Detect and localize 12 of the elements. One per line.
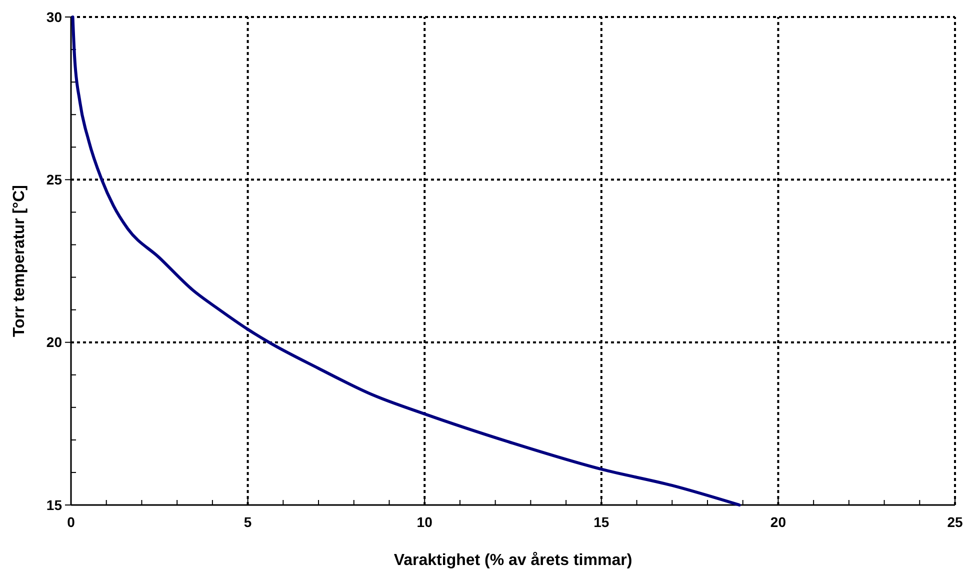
y-tick-label: 25 (46, 172, 62, 188)
y-axis-title: Torr temperatur [°C] (11, 185, 28, 337)
y-tick-label: 20 (46, 334, 62, 350)
x-tick-label: 0 (67, 514, 76, 530)
y-tick-label: 15 (46, 496, 62, 513)
x-tick-label: 20 (770, 514, 786, 530)
x-tick-label: 25 (947, 514, 963, 530)
y-tick-label: 30 (46, 8, 62, 25)
x-axis-title: Varaktighet (% av årets timmar) (394, 551, 632, 569)
x-tick-label: 10 (416, 514, 433, 530)
x-tick-label: 5 (244, 514, 252, 530)
x-tick-label: 15 (594, 514, 610, 530)
